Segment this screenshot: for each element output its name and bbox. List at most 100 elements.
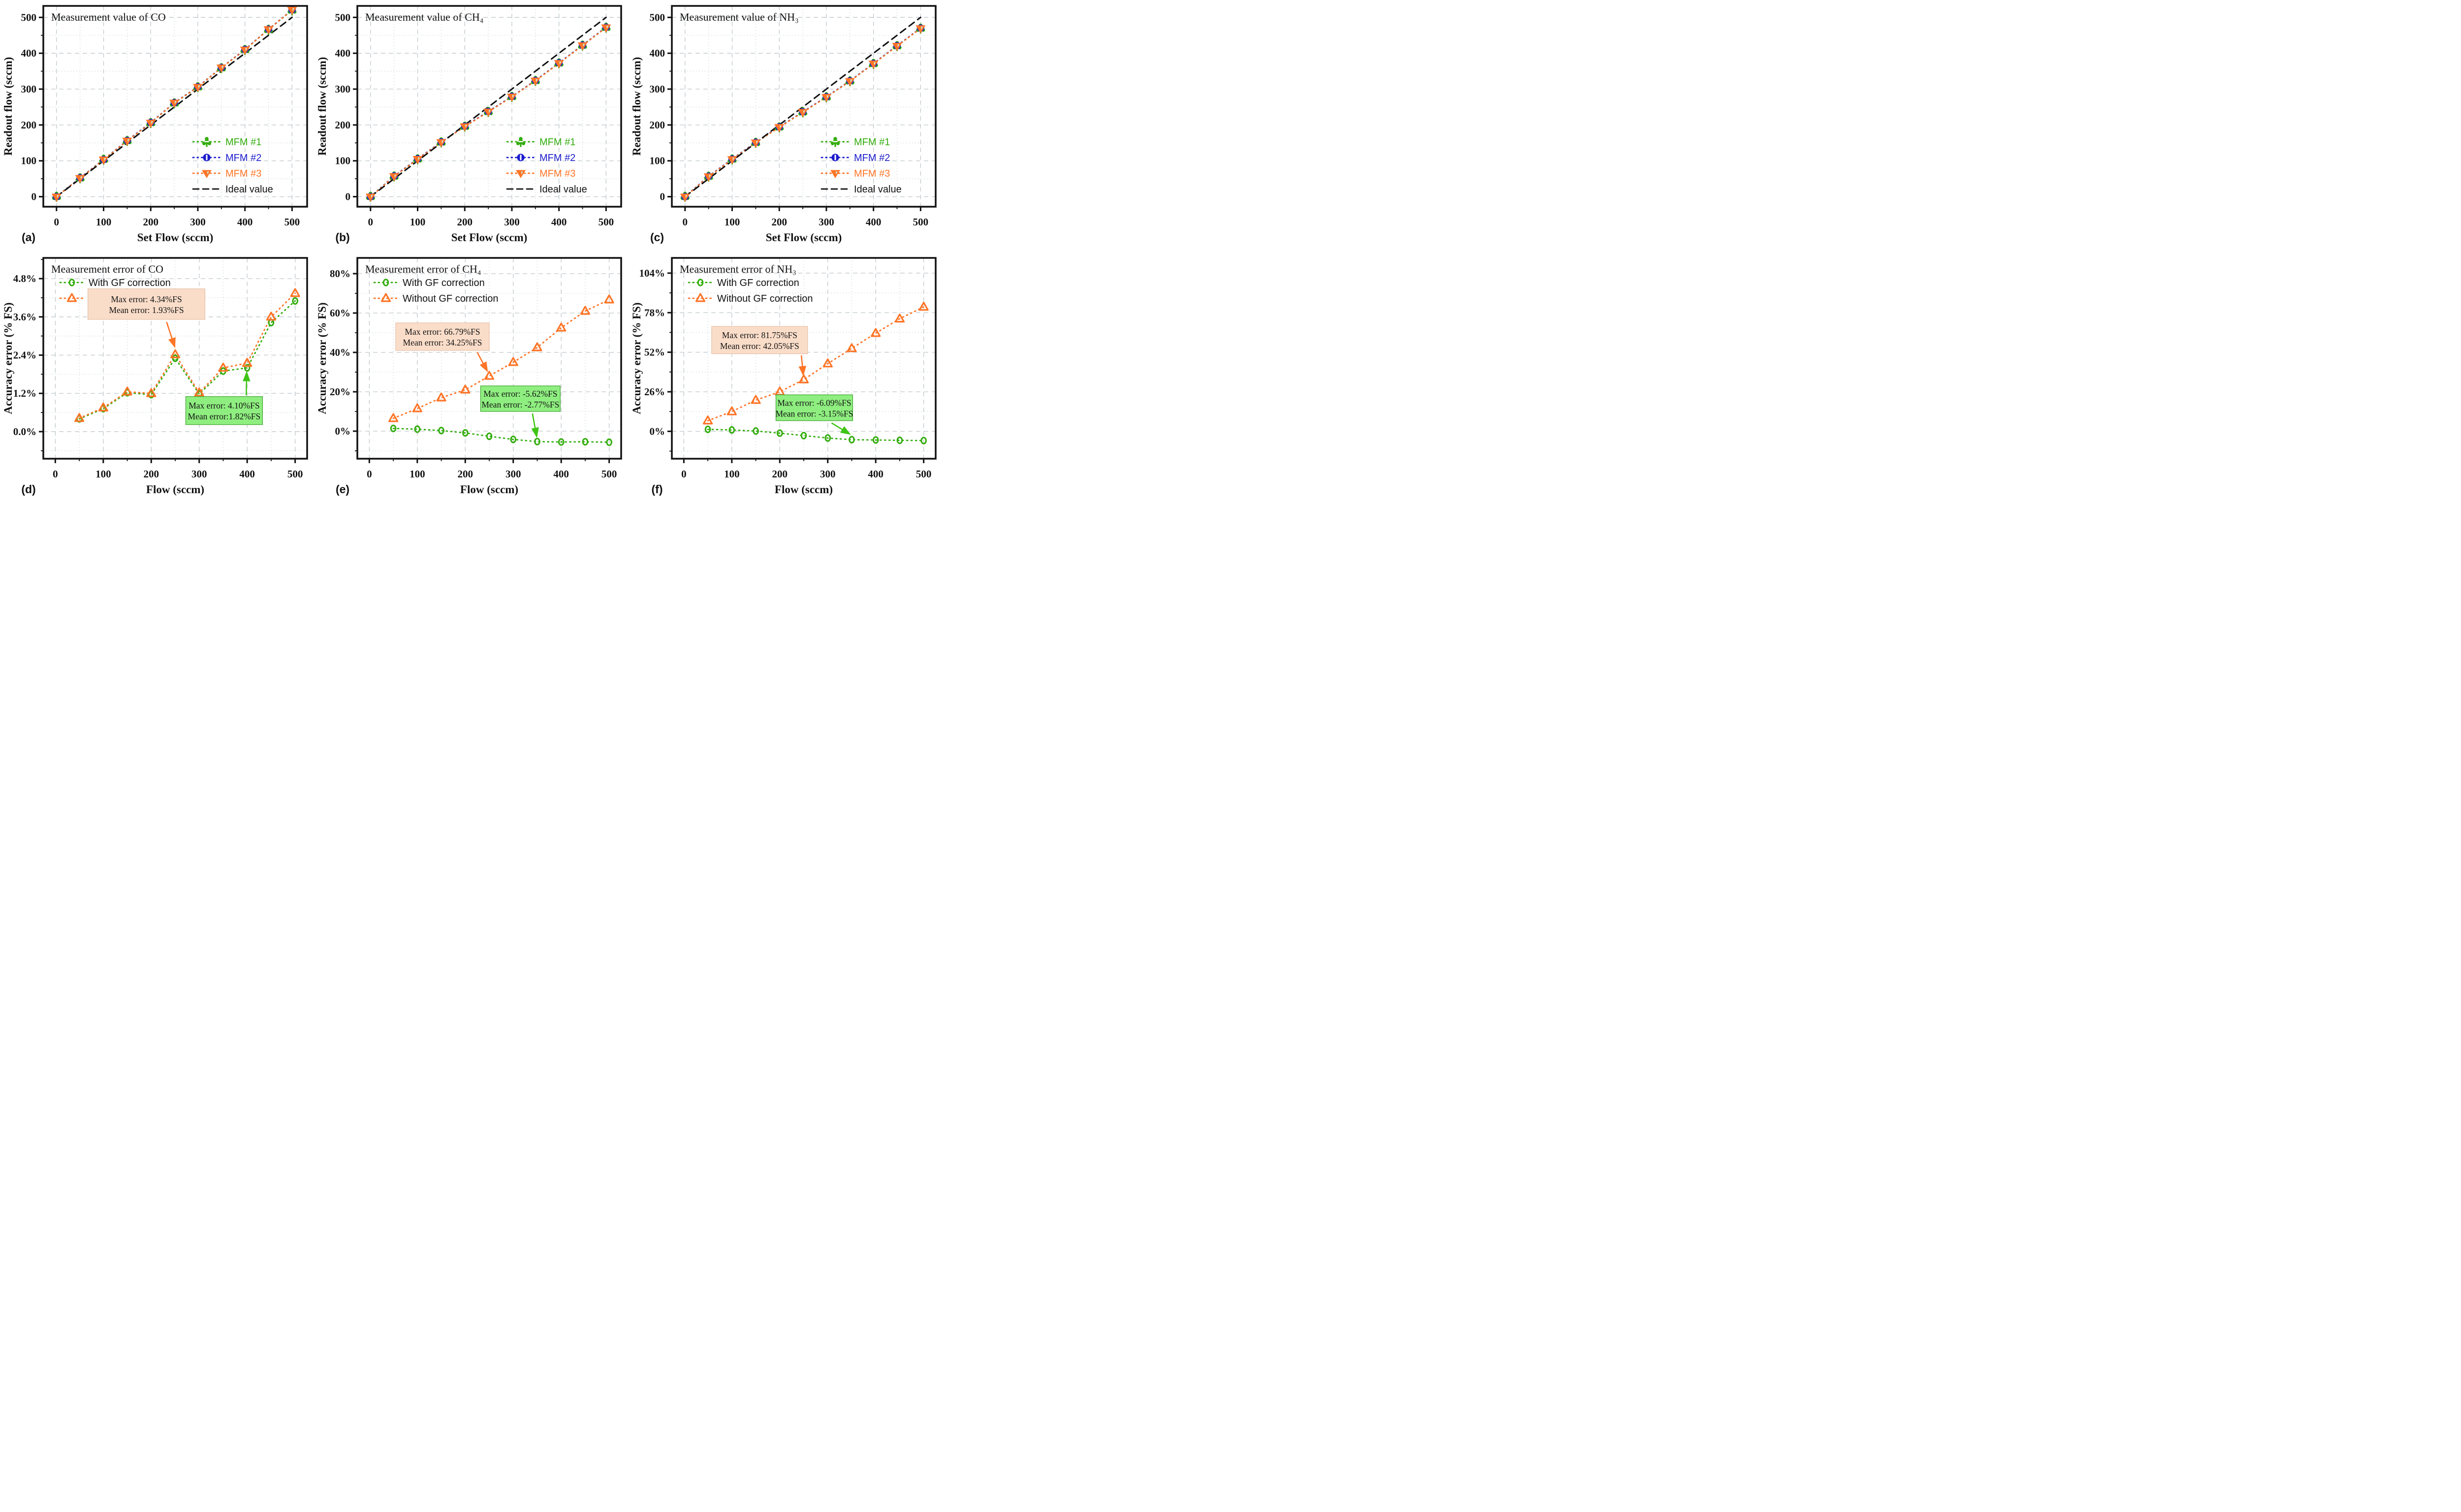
series-line-mfm-#3 [684,28,921,198]
data-point [146,388,157,397]
x-axis-label: Flow (sccm) [460,483,518,496]
triangle-down-marker-icon [680,193,690,202]
legend-label: MFM #3 [225,168,261,179]
triangle-down-marker-icon [830,170,840,178]
x-tick-label: 400 [551,216,567,228]
x-tick-label: 0 [54,216,60,228]
plot-border [356,5,623,208]
y-tick-label: 200 [21,119,37,131]
data-point [577,42,588,51]
panel-f: 0 100 200 300 400 500 0% 26% 52% 78% 104% Flow (scc… [629,252,943,504]
open-circle-marker-icon [510,436,517,443]
y-tick-label: 0% [335,425,351,437]
panel-title: Measurement error of CO [51,263,163,275]
open-circle-marker-icon [383,279,389,286]
y-axis-label: Readout flow (sccm) [631,57,643,156]
plot-border [671,5,937,208]
y-tick-label: 4.8% [13,273,36,284]
legend: MFM #1 MFM #2 MFM #3 Ideal value [506,137,587,195]
panel-c: 0 100 200 300 400 500 0 100 200 300 400 500 Set Flow… [629,0,943,252]
annotation-box [185,396,263,425]
grid [43,6,307,207]
x-tick-label: 0 [367,468,373,480]
data-point [216,64,226,73]
annotation-box [711,326,808,354]
open-triangle-marker-icon [484,371,495,380]
series-points-without-gf-correction [74,288,300,422]
panel-a: 0 100 200 300 400 500 0 100 200 300 400 500 Set Flow… [0,0,314,252]
x-tick-label: 300 [505,216,520,228]
data-point [868,61,879,69]
legend-label: MFM #2 [225,153,261,163]
open-triangle-marker-icon [66,293,77,302]
triangle-down-marker-icon [516,170,526,178]
triangle-down-marker-icon [797,109,808,118]
y-tick-label: 0 [346,191,351,203]
annotation-arrow [166,321,176,348]
grid [357,258,622,459]
triangle-down-marker-icon [122,137,132,146]
legend-label: MFM #2 [539,153,575,163]
y-tick-label: 26% [644,386,665,398]
data-point [582,438,589,446]
open-triangle-marker-icon [242,358,252,367]
open-triangle-marker-icon [822,358,833,368]
open-circle-marker-icon [244,364,251,372]
x-tick-label: 500 [287,468,303,480]
open-triangle-marker-icon [122,386,132,396]
data-point [870,328,881,337]
annotation-arrow [243,371,251,396]
data-point [604,294,615,304]
data-point [122,137,132,146]
legend-label: MFM #1 [854,137,890,148]
triangle-down-marker-icon [507,94,517,102]
data-point [169,99,180,108]
data-point [822,358,833,368]
data-point [484,371,495,380]
legend-label: Without GF correction [717,293,813,304]
axes: 0 100 200 300 400 500 0 100 200 300 400 500 [21,11,300,228]
data-point [532,342,542,351]
legend: MFM #1 MFM #2 MFM #3 Ideal value [192,137,273,195]
open-circle-marker-icon [728,426,735,434]
data-point [388,413,399,422]
series-lines [393,299,610,443]
y-tick-label: 400 [649,47,665,59]
panel-d: 0 100 200 300 400 500 0.0% 1.2% 2.4% 3.6% 4.8% Flow… [0,252,314,504]
legend: With GF correction Without GF correction [373,278,499,304]
x-tick-label: 0 [368,216,374,228]
chart-e: 0 100 200 300 400 500 0% 20% 40% 60% 80% Flow (sccm… [316,257,623,496]
x-tick-label: 100 [95,468,111,480]
triangle-down-marker-icon [460,123,470,132]
open-triangle-marker-icon [556,322,567,332]
series-lines [707,306,924,441]
open-circle-marker-icon [390,424,397,433]
data-point [728,426,735,434]
open-circle-marker-icon [896,436,903,444]
data-point [412,156,423,164]
x-axis-label: Set Flow (sccm) [766,231,842,244]
data-point [918,302,929,311]
y-tick-label: 104% [639,267,665,279]
open-triangle-marker-icon [918,302,929,311]
series-points-mfm-#3 [366,24,611,202]
y-tick-label: 400 [335,47,351,59]
annotation-text: Mean error: -2.77%FS [482,400,560,410]
legend-label: MFM #1 [225,137,261,148]
data-point [266,312,277,321]
data-point [460,384,471,394]
x-tick-label: 100 [410,468,425,480]
chart-d: 0 100 200 300 400 500 0.0% 1.2% 2.4% 3.6% 4.8% Flow… [2,257,308,496]
triangle-down-marker-icon [389,173,400,182]
y-tick-label: 0 [32,191,37,203]
data-point [508,357,519,366]
open-triangle-marker-icon [194,387,204,397]
axes: 0 100 200 300 400 500 0% 26% 52% 78% 104% [639,267,931,480]
y-tick-label: 500 [649,11,665,23]
data-point [824,434,831,442]
annotation-text: Max error: 4.34%FS [111,294,182,304]
series-line-without-gf-correction [393,299,610,419]
open-circle-marker-icon [172,354,179,362]
